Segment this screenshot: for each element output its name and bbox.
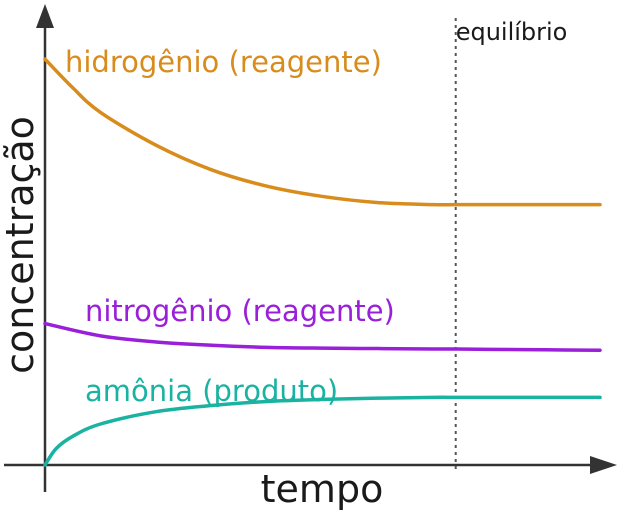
y-axis-arrow	[36, 4, 54, 28]
y-axis-title: concentração	[0, 116, 42, 374]
series-label-amonia: amônia (produto)	[85, 374, 338, 408]
x-axis-arrow	[590, 456, 617, 474]
series-label-hidrogenio: hidrogênio (reagente)	[65, 45, 382, 79]
series-line-amonia	[43, 395, 602, 467]
equilibrium-label: equilíbrio	[456, 18, 568, 46]
x-axis-title: tempo	[261, 467, 384, 511]
series-line-nitrogenio	[43, 321, 602, 352]
series-label-nitrogenio: nitrogênio (reagente)	[85, 294, 395, 328]
series-line-hidrogenio	[43, 57, 602, 207]
